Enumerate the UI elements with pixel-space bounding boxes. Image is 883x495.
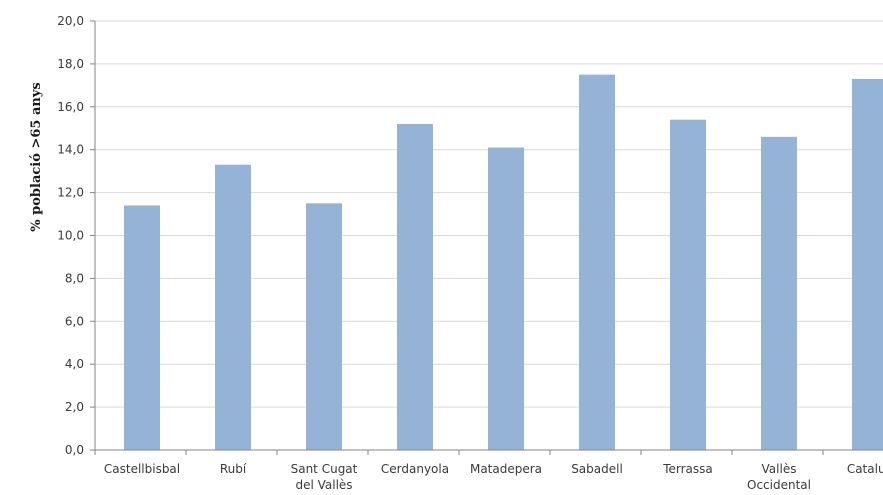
y-tick-labels: 0,0 2,0 4,0 6,0 8,0 10,0 12,0 14,0 16,0 18,0 20,0 bbox=[57, 14, 84, 457]
bar bbox=[397, 123, 433, 451]
y-tick-label: 16,0 bbox=[57, 100, 84, 114]
x-category-label: Catalun bbox=[847, 462, 883, 476]
bar bbox=[306, 203, 342, 450]
bar bbox=[670, 119, 706, 451]
y-tick-label: 2,0 bbox=[65, 400, 84, 414]
y-tick-label: 12,0 bbox=[57, 186, 84, 200]
x-category-label-line: Vallès bbox=[762, 462, 797, 476]
bars bbox=[124, 74, 883, 451]
y-tick-label: 14,0 bbox=[57, 143, 84, 157]
x-category-label-line: Catalun bbox=[847, 462, 883, 476]
x-category-label: Sabadell bbox=[571, 462, 623, 476]
y-tick-label: 4,0 bbox=[65, 357, 84, 371]
bar bbox=[852, 78, 883, 450]
x-category-label-line: Terrassa bbox=[662, 462, 713, 476]
x-category-label: Sant Cugat del Vallès bbox=[291, 462, 358, 492]
x-category-label-line: Castellbisbal bbox=[104, 462, 180, 476]
x-category-label: Matadepera bbox=[470, 462, 542, 476]
y-tick-label: 20,0 bbox=[57, 14, 84, 28]
x-category-label: Cerdanyola bbox=[381, 462, 449, 476]
x-category-label-line: Cerdanyola bbox=[381, 462, 449, 476]
bar bbox=[579, 74, 615, 450]
x-category-labels: Castellbisbal Rubí Sant Cugat del Vallès Cer… bbox=[104, 462, 883, 492]
x-category-label-line: del Vallès bbox=[295, 478, 352, 492]
bar bbox=[215, 164, 251, 450]
x-category-label-line: Occidental bbox=[747, 478, 811, 492]
bar bbox=[488, 147, 524, 450]
y-tick-label: 8,0 bbox=[65, 271, 84, 285]
x-category-label-line: Rubí bbox=[220, 462, 247, 476]
y-tick-label: 18,0 bbox=[57, 57, 84, 71]
x-category-label: Rubí bbox=[220, 462, 247, 476]
x-category-label: Castellbisbal bbox=[104, 462, 180, 476]
y-tick-label: 6,0 bbox=[65, 314, 84, 328]
y-tick-label: 10,0 bbox=[57, 229, 84, 243]
bar bbox=[761, 136, 797, 450]
y-tick-label: 0,0 bbox=[65, 443, 84, 457]
x-category-label: Vallès Occidental bbox=[747, 462, 811, 492]
x-category-label: Terrassa bbox=[662, 462, 713, 476]
x-category-label-line: Sabadell bbox=[571, 462, 623, 476]
axes bbox=[90, 20, 883, 455]
x-category-label-line: Sant Cugat bbox=[291, 462, 358, 476]
bar bbox=[124, 205, 160, 450]
y-axis-title: % població >65 anys bbox=[29, 82, 44, 231]
x-category-label-line: Matadepera bbox=[470, 462, 542, 476]
